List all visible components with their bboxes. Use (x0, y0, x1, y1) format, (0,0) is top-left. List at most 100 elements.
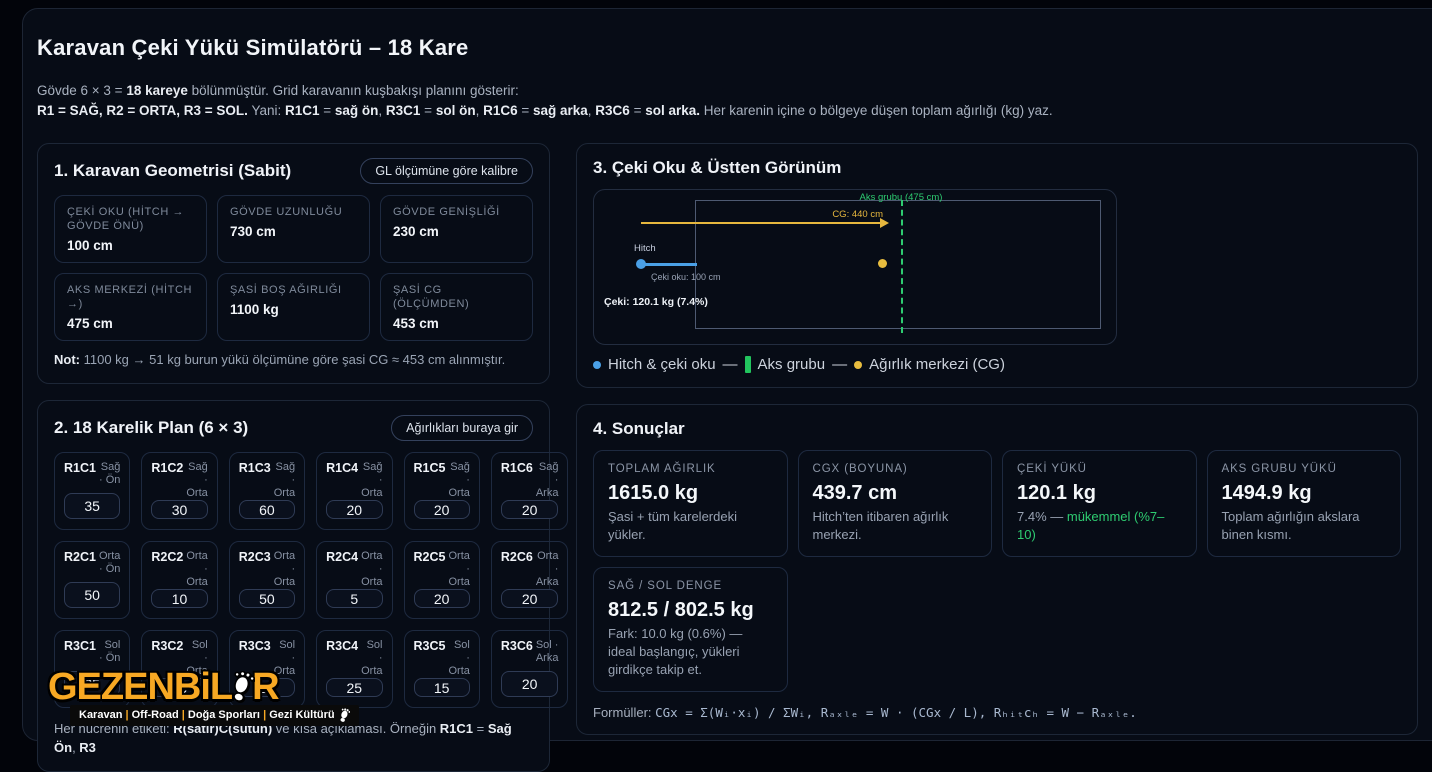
cell-desc: Sağ · Orta (361, 461, 383, 499)
result-desc: Toplam ağırlığın akslara binen kısmı. (1221, 509, 1360, 542)
cell-desc: Orta · Arka (535, 550, 559, 588)
cell-id: R3C1 (64, 639, 96, 653)
grid-cell-r1c6: R1C6 Sağ · Arka (490, 452, 569, 530)
cell-weight-input[interactable] (326, 589, 383, 608)
main-card: Karavan Çeki Yükü Simülatörü – 18 Kare G… (22, 8, 1432, 772)
axle-group-line (901, 200, 903, 333)
cell-id: R1C3 (238, 461, 271, 475)
field-label: AKS MERKEZİ (HİTCH →) (67, 284, 193, 310)
cell-weight-input[interactable] (326, 678, 383, 697)
cg-legend-icon (854, 360, 863, 369)
cell-weight-input[interactable] (413, 589, 470, 608)
cell-desc: Sol · Orta (273, 639, 296, 677)
cell-weight-input[interactable] (238, 500, 296, 519)
intro-line-2: R1 = SAĞ, R2 = ORTA, R3 = SOL. Yani: R1C… (37, 103, 1053, 118)
footprint-icon (340, 708, 350, 722)
legend-separator: — (832, 356, 848, 373)
result-label: AKS GRUBU YÜKÜ (1221, 463, 1337, 475)
hitch-legend-icon (593, 360, 601, 369)
cell-weight-input[interactable] (500, 671, 559, 697)
tongue-weight-label: Çeki: 120.1 kg (7.4%) (604, 296, 708, 308)
cell-weight-input[interactable] (64, 582, 121, 608)
geometry-heading: 1. Karavan Geometrisi (Sabit) (54, 161, 292, 180)
cell-weight-input[interactable] (500, 500, 559, 519)
cell-id: R2C6 (500, 550, 533, 564)
logo-text-prefix: GEZENBiL (48, 666, 233, 708)
field-value: 230 cm (393, 224, 439, 239)
logo-text-suffix: R (252, 666, 279, 708)
logo-tagline: Karavan | Off-Road | Doğa Sporları | Gez… (79, 709, 335, 721)
cell-weight-input[interactable] (238, 678, 296, 697)
grid-cell-r3c1: R3C1 Sol · Ön (54, 630, 131, 708)
intro-line-1: Gövde 6 × 3 = 18 kareye bölünmüştür. Gri… (37, 83, 519, 98)
calibrate-button[interactable]: GL ölçümüne göre kalibre (360, 158, 533, 184)
result-value: 1494.9 kg (1221, 482, 1312, 504)
grid-heading: 2. 18 Karelik Plan (6 × 3) (54, 418, 249, 437)
field-value: 475 cm (67, 316, 113, 331)
field-chassis-empty-weight: ŞASİ BOŞ AĞIRLIĞI 1100 kg (217, 273, 370, 341)
grid-cell-r3c6: R3C6 Sol · Arka (490, 630, 569, 708)
cell-id: R1C5 (413, 461, 446, 475)
grid-cell-r3c4: R3C4 Sol · Orta (316, 630, 393, 708)
drawbar-line (640, 263, 697, 266)
cell-id: R1C4 (326, 461, 359, 475)
result-label: SAĞ / SOL DENGE (608, 580, 723, 592)
cell-id: R2C2 (151, 550, 184, 564)
field-label: ÇEKİ OKU (HİTCH → GÖVDE ÖNÜ) (67, 206, 185, 232)
cell-desc: Orta · Orta (186, 550, 208, 588)
grid-cell-r2c1: R2C1 Orta · Ön (54, 541, 131, 619)
cell-weight-input[interactable] (151, 678, 208, 697)
cell-id: R3C3 (238, 639, 271, 653)
field-axle-center: AKS MERKEZİ (HİTCH →) 475 cm (54, 273, 207, 341)
cell-desc: Sağ · Orta (186, 461, 208, 499)
field-value: 1100 kg (230, 302, 279, 317)
gezenbilir-watermark: GEZENBiL R Karavan | Off-Road | Doğa Spo… (48, 668, 359, 726)
cell-weight-input[interactable] (326, 500, 383, 519)
cell-desc: Orta · Orta (273, 550, 296, 588)
cell-id: R3C6 (500, 639, 533, 653)
cell-desc: Orta · Orta (448, 550, 470, 588)
cell-weight-input[interactable] (151, 589, 208, 608)
field-label: GÖVDE UZUNLUĞU (230, 206, 343, 218)
field-value: 453 cm (393, 316, 439, 331)
cell-weight-input[interactable] (64, 493, 121, 519)
cell-weight-input[interactable] (151, 500, 208, 519)
field-label: GÖVDE GENİŞLİĞİ (393, 206, 500, 218)
result-label: TOPLAM AĞIRLIK (608, 463, 716, 475)
cell-id: R2C5 (413, 550, 446, 564)
cell-weight-input[interactable] (64, 671, 121, 697)
legend-item-cg: Ağırlık merkezi (CG) (869, 356, 1005, 373)
field-body-length: GÖVDE UZUNLUĞU 730 cm (217, 195, 370, 263)
intro-text: Gövde 6 × 3 = 18 kareye bölünmüştür. Gri… (37, 81, 1415, 121)
legend-item-hitch: Hitch & çeki oku (608, 356, 716, 373)
field-label: ŞASİ BOŞ AĞIRLIĞI (230, 284, 342, 296)
cell-weight-input[interactable] (500, 589, 559, 608)
cell-desc: Sol · Orta (448, 639, 470, 677)
caravan-body-outline (695, 200, 1101, 329)
cell-weight-input[interactable] (413, 678, 470, 697)
result-value: 812.5 / 802.5 kg (608, 599, 754, 621)
result-card-cgx: CGX (BOYUNA) 439.7 cm Hitch’ten itibaren… (797, 450, 992, 557)
grid-cell-r2c4: R2C4 Orta · Orta (316, 541, 393, 619)
cell-id: R2C4 (326, 550, 359, 564)
cell-desc: Orta · Orta (361, 550, 383, 588)
grid-cell-r1c2: R1C2 Sağ · Orta (141, 452, 218, 530)
result-label: ÇEKİ YÜKÜ (1017, 463, 1087, 475)
cell-desc: Sol · Arka (535, 639, 559, 664)
enter-weights-button[interactable]: Ağırlıkları buraya gir (391, 415, 533, 441)
hitch-dot (636, 259, 646, 269)
cell-id: R3C2 (151, 639, 184, 653)
cg-dot (878, 259, 887, 268)
hitch-label: Hitch (634, 243, 656, 254)
top-view-diagram: Aks grubu (475 cm) CG: 440 cm Hitch Çeki… (593, 189, 1117, 345)
drawbar-length-label: Çeki oku: 100 cm (651, 272, 721, 282)
cell-weight-input[interactable] (413, 500, 470, 519)
result-card-tongue-load: ÇEKİ YÜKÜ 120.1 kg 7.4% — mükemmel (%7–1… (1002, 450, 1197, 557)
cell-desc: Sağ · Ön (98, 461, 121, 486)
diagram-legend: Hitch & çeki oku — Aks grubu — Ağırlık m… (593, 356, 1401, 373)
grid-cell-r2c5: R2C5 Orta · Orta (403, 541, 480, 619)
axle-group-label: Aks grubu (475 cm) (859, 192, 943, 203)
panel-geometry: 1. Karavan Geometrisi (Sabit) GL ölçümün… (37, 143, 550, 384)
cell-weight-input[interactable] (238, 589, 296, 608)
